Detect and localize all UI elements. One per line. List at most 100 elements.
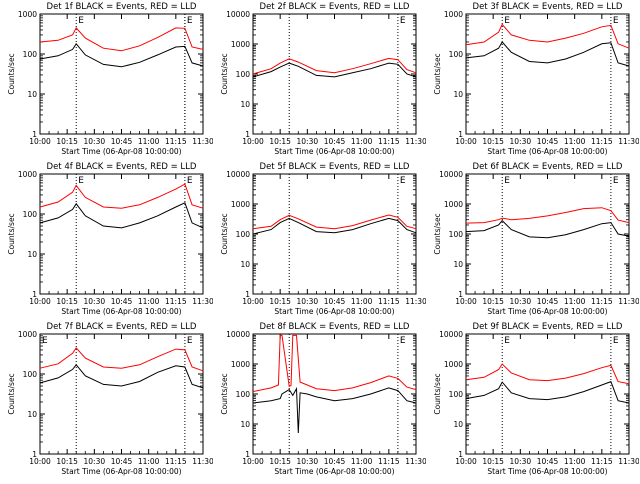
x-axis-label: Start Time (06-Apr-08 10:00:00) xyxy=(274,307,394,316)
series-events-line xyxy=(39,364,204,389)
event-marker: E xyxy=(78,16,84,26)
y-tick-label: 10000 xyxy=(226,330,250,339)
detector-chart: Det 5f BLACK = Events, RED = LLD 1 10 100 10… xyxy=(220,162,427,316)
detector-panel: Det 4f BLACK = Events, RED = LLD 1 10 100 10… xyxy=(0,160,214,324)
x-tick-label: 10:15 xyxy=(482,297,504,306)
series-lld-line xyxy=(39,183,204,209)
x-tick-label: 10:45 xyxy=(111,457,133,466)
y-tick-label: 1000 xyxy=(444,200,463,209)
x-axis-label: Start Time (06-Apr-08 10:00:00) xyxy=(61,467,181,476)
y-tick-label: 10 xyxy=(27,90,37,99)
x-tick-label: 11:00 xyxy=(351,137,373,146)
x-tick-label: 10:30 xyxy=(84,137,106,146)
x-tick-label: 10:15 xyxy=(482,137,504,146)
chart-title: Det 1f BLACK = Events, RED = LLD xyxy=(47,2,197,12)
y-tick-label: 100 xyxy=(236,70,251,79)
x-axis-label: Start Time (06-Apr-08 10:00:00) xyxy=(274,467,394,476)
detector-panel: Det 8f BLACK = Events, RED = LLD 1 10 100 10… xyxy=(213,320,427,484)
x-tick-label: 10:45 xyxy=(324,457,346,466)
event-marker: E xyxy=(187,336,193,346)
y-tick-label: 1 xyxy=(245,130,250,139)
y-tick-label: 100 xyxy=(236,230,251,239)
y-axis-label: Counts/sec xyxy=(433,373,442,414)
x-tick-label: 10:45 xyxy=(111,137,133,146)
plot-frame xyxy=(39,333,204,455)
x-tick-label: 10:45 xyxy=(324,297,346,306)
plot-frame xyxy=(39,173,204,295)
x-tick-label: 10:30 xyxy=(510,137,532,146)
x-axis-label: Start Time (06-Apr-08 10:00:00) xyxy=(61,147,181,156)
x-tick-label: 10:15 xyxy=(269,137,291,146)
y-tick-label: 1000 xyxy=(18,330,37,339)
event-marker: E xyxy=(613,16,619,26)
x-tick-label: 10:45 xyxy=(537,137,559,146)
x-tick-label: 11:30 xyxy=(192,297,213,306)
y-tick-label: 10 xyxy=(240,420,250,429)
x-tick-label: 11:30 xyxy=(618,137,639,146)
y-tick-label: 1 xyxy=(458,290,463,299)
y-tick-label: 10 xyxy=(453,420,463,429)
x-tick-label: 10:00 xyxy=(455,137,477,146)
x-axis-label: Start Time (06-Apr-08 10:00:00) xyxy=(61,307,181,316)
y-tick-label: 10 xyxy=(453,260,463,269)
x-tick-label: 10:00 xyxy=(455,457,477,466)
x-tick-label: 10:15 xyxy=(482,457,504,466)
chart-title: Det 3f BLACK = Events, RED = LLD xyxy=(473,2,623,12)
plot-frame xyxy=(465,13,630,135)
plot-frame xyxy=(465,173,630,295)
y-axis-label: Counts/sec xyxy=(220,53,229,94)
y-tick-label: 10000 xyxy=(226,170,250,179)
detector-panel: Det 1f BLACK = Events, RED = LLD 1 10 100 10… xyxy=(0,0,214,164)
x-tick-label: 10:15 xyxy=(269,457,291,466)
y-tick-label: 1000 xyxy=(444,10,463,19)
x-axis-label: Start Time (06-Apr-08 10:00:00) xyxy=(487,147,607,156)
y-axis-label: Counts/sec xyxy=(433,53,442,94)
x-tick-label: 10:30 xyxy=(297,297,319,306)
x-tick-label: 11:15 xyxy=(378,137,400,146)
chart-title: Det 4f BLACK = Events, RED = LLD xyxy=(47,162,197,172)
y-tick-label: 1 xyxy=(32,290,37,299)
x-axis-label: Start Time (06-Apr-08 10:00:00) xyxy=(487,467,607,476)
event-marker: E xyxy=(400,176,406,186)
x-tick-label: 10:30 xyxy=(297,137,319,146)
series-events-line xyxy=(465,380,630,404)
detector-chart: Det 7f BLACK = Events, RED = LLD 1 10 100 10… xyxy=(7,322,214,476)
detector-chart: Det 1f BLACK = Events, RED = LLD 1 10 100 10… xyxy=(7,2,214,156)
x-tick-label: 10:45 xyxy=(324,137,346,146)
y-axis-label: Counts/sec xyxy=(7,53,16,94)
x-tick-label: 11:15 xyxy=(165,457,187,466)
plot-frame xyxy=(465,333,630,455)
event-marker: E xyxy=(504,176,510,186)
series-events-line xyxy=(39,42,204,68)
y-tick-label: 100 xyxy=(23,370,38,379)
y-tick-label: 100 xyxy=(449,390,464,399)
x-tick-label: 11:15 xyxy=(165,297,187,306)
x-tick-label: 10:00 xyxy=(29,297,51,306)
chart-title: Det 2f BLACK = Events, RED = LLD xyxy=(260,2,410,12)
x-tick-label: 11:30 xyxy=(192,457,213,466)
series-lld-line xyxy=(465,207,630,224)
x-tick-label: 10:00 xyxy=(242,457,264,466)
chart-title: Det 9f BLACK = Events, RED = LLD xyxy=(473,322,623,332)
x-tick-label: 10:30 xyxy=(297,457,319,466)
event-marker: E xyxy=(613,336,619,346)
chart-title: Det 5f BLACK = Events, RED = LLD xyxy=(260,162,410,172)
event-marker: E xyxy=(78,176,84,186)
plot-frame xyxy=(252,173,417,295)
event-marker: E xyxy=(504,336,510,346)
y-tick-label: 10000 xyxy=(439,330,463,339)
series-events-line xyxy=(39,202,204,229)
chart-title: Det 7f BLACK = Events, RED = LLD xyxy=(47,322,197,332)
detector-panel: Det 6f BLACK = Events, RED = LLD 1 10 100 10… xyxy=(426,160,640,324)
y-tick-label: 1 xyxy=(245,290,250,299)
detector-panel: Det 7f BLACK = Events, RED = LLD 1 10 100 10… xyxy=(0,320,214,484)
x-tick-label: 10:15 xyxy=(269,297,291,306)
x-tick-label: 11:00 xyxy=(138,297,160,306)
x-tick-label: 10:00 xyxy=(29,137,51,146)
y-tick-label: 10 xyxy=(27,410,37,419)
event-marker: E xyxy=(42,336,48,346)
x-tick-label: 10:45 xyxy=(537,297,559,306)
detector-panel: Det 2f BLACK = Events, RED = LLD 1 10 100 10… xyxy=(213,0,427,164)
y-tick-label: 10 xyxy=(453,90,463,99)
y-tick-label: 100 xyxy=(23,210,38,219)
